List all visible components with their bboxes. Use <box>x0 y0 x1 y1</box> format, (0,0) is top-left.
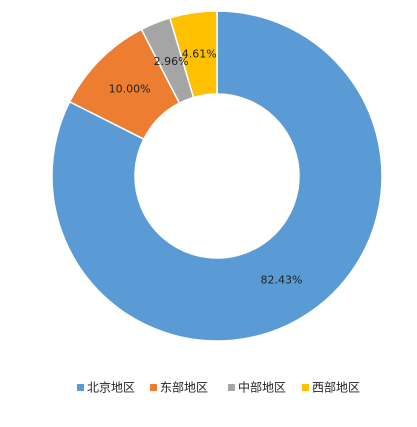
legend-label: 西部地区 <box>312 380 360 395</box>
data-label: 4.61% <box>182 47 217 60</box>
data-labels: 82.43% 10.00% 2.96%4.61% <box>109 47 303 286</box>
slice <box>51 10 383 342</box>
data-label: 2.96% <box>154 55 189 68</box>
legend-label: 中部地区 <box>238 380 286 395</box>
legend-swatch <box>302 384 309 391</box>
data-label: 82.43% <box>261 274 303 287</box>
legend: 北京地区 东部地区 中部地区 西部地区 <box>77 380 360 395</box>
legend-swatch <box>150 384 157 391</box>
legend-label: 东部地区 <box>160 380 208 395</box>
data-label: 10.00% <box>109 82 151 95</box>
legend-swatch <box>77 384 84 391</box>
donut <box>51 10 383 342</box>
slice <box>168 10 218 99</box>
legend-swatch <box>228 384 235 391</box>
legend-label: 北京地区 <box>87 381 135 395</box>
